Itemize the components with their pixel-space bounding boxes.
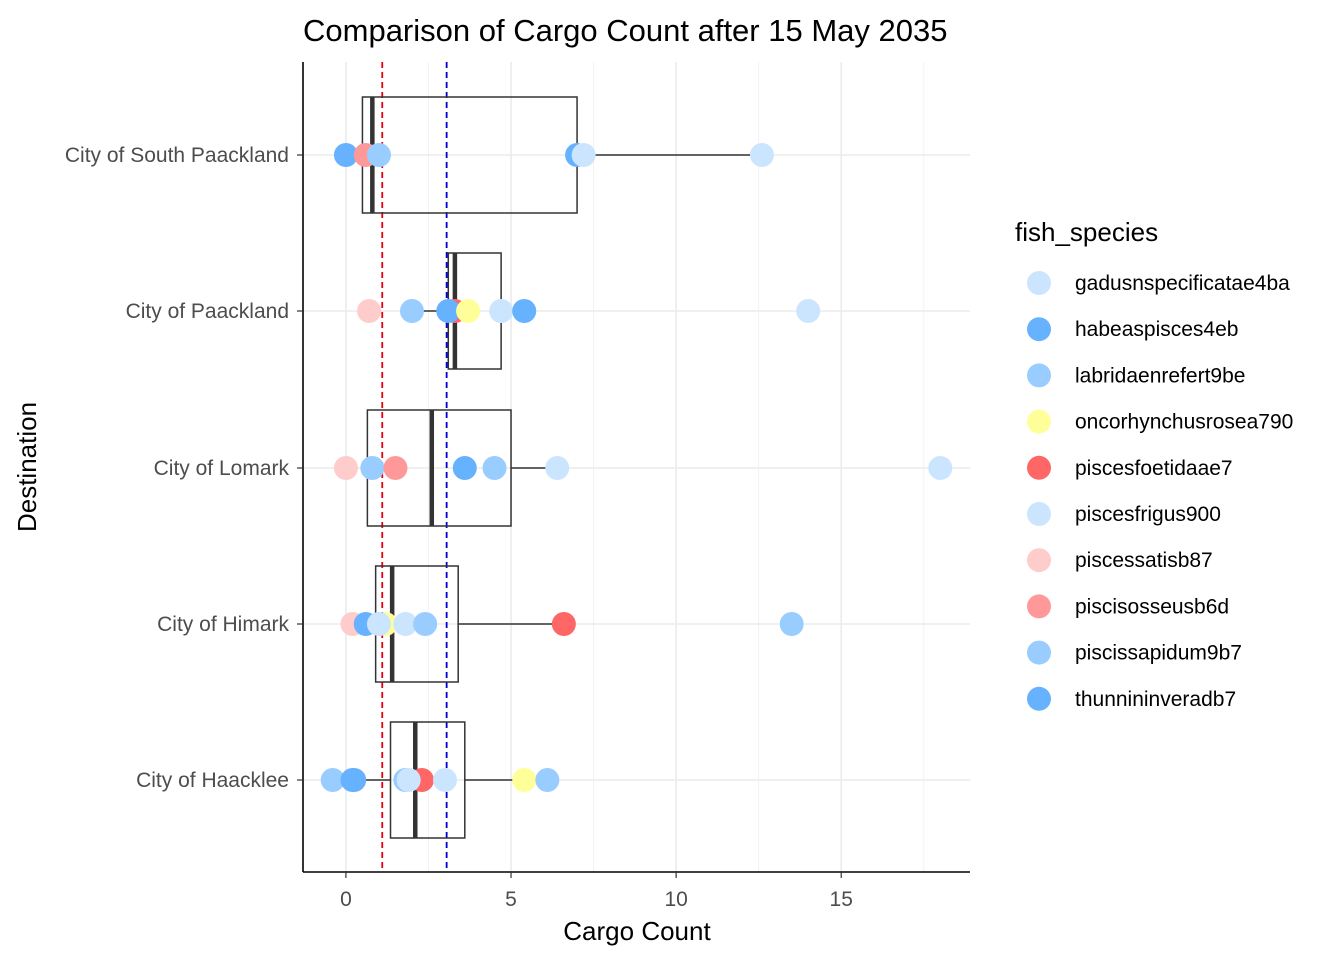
data-point bbox=[333, 456, 358, 480]
data-point bbox=[535, 768, 560, 792]
data-point bbox=[320, 768, 345, 792]
y-tick-label: City of Haacklee bbox=[136, 769, 289, 792]
legend-swatch bbox=[1027, 271, 1051, 295]
legend-label: piscesfoetidaae7 bbox=[1075, 457, 1233, 480]
x-axis-title: Cargo Count bbox=[563, 916, 711, 946]
y-ticks: City of South Paackland City of Paackland… bbox=[65, 144, 303, 792]
x-tick-label: 15 bbox=[830, 888, 853, 911]
data-point bbox=[512, 768, 537, 792]
legend-label: piscisosseusb6d bbox=[1075, 595, 1229, 618]
y-tick-label: City of Paackland bbox=[126, 300, 289, 323]
data-point bbox=[432, 768, 457, 792]
legend-label: piscissapidum9b7 bbox=[1075, 642, 1242, 665]
legend-swatch bbox=[1027, 502, 1051, 526]
data-point bbox=[393, 612, 418, 636]
data-point bbox=[489, 299, 514, 323]
legend-label: thunnininveradb7 bbox=[1075, 688, 1236, 711]
data-point bbox=[545, 456, 570, 480]
box bbox=[389, 721, 466, 839]
legend-label: labridaenrefert9be bbox=[1075, 364, 1245, 387]
legend-swatch bbox=[1027, 317, 1051, 342]
legend-swatch bbox=[1027, 363, 1051, 388]
data-point bbox=[512, 299, 537, 323]
data-point bbox=[928, 456, 953, 480]
axes bbox=[302, 62, 970, 873]
x-tick-label: 5 bbox=[505, 888, 517, 911]
data-point bbox=[456, 299, 481, 323]
x-ticks: 0 5 10 15 bbox=[340, 872, 853, 911]
legend-label: habeaspisces4eb bbox=[1075, 318, 1238, 341]
data-point bbox=[396, 768, 421, 792]
points bbox=[320, 143, 953, 792]
data-point bbox=[366, 612, 391, 636]
data-point bbox=[383, 456, 408, 480]
legend: gadusnspecificatae4ba habeaspisces4eb labr… bbox=[1027, 271, 1293, 711]
data-point bbox=[357, 299, 382, 323]
chart-title: Comparison of Cargo Count after 15 May 2… bbox=[303, 13, 947, 48]
data-point bbox=[779, 612, 804, 636]
legend-label: piscesfrigus900 bbox=[1075, 503, 1221, 526]
legend-title: fish_species bbox=[1015, 217, 1158, 247]
legend-swatch bbox=[1027, 594, 1051, 619]
legend-label: piscessatisb87 bbox=[1075, 549, 1213, 572]
data-point bbox=[333, 143, 358, 167]
y-tick-label: City of Himark bbox=[157, 613, 289, 636]
data-point bbox=[482, 456, 507, 480]
data-point bbox=[436, 299, 461, 323]
legend-swatch bbox=[1027, 686, 1051, 711]
legend-swatch bbox=[1027, 409, 1051, 434]
data-point bbox=[413, 612, 438, 636]
legend-label: oncorhynchusrosea790 bbox=[1075, 411, 1293, 434]
y-tick-label: City of Lomark bbox=[154, 457, 290, 480]
data-point bbox=[796, 299, 821, 323]
data-point bbox=[452, 456, 477, 480]
plot-area bbox=[302, 62, 970, 873]
data-point bbox=[749, 143, 774, 167]
x-tick-label: 0 bbox=[340, 888, 352, 911]
data-point bbox=[571, 143, 596, 167]
legend-label: gadusnspecificatae4ba bbox=[1075, 272, 1290, 295]
data-point bbox=[399, 299, 424, 323]
y-tick-label: City of South Paackland bbox=[65, 144, 289, 167]
data-point bbox=[360, 456, 385, 480]
legend-swatch bbox=[1027, 455, 1051, 480]
data-point bbox=[342, 768, 367, 792]
legend-swatch bbox=[1027, 640, 1051, 665]
data-point bbox=[366, 143, 391, 167]
x-tick-label: 10 bbox=[664, 888, 687, 911]
legend-swatch bbox=[1027, 548, 1051, 573]
y-axis-title: Destination bbox=[12, 402, 42, 532]
data-point bbox=[551, 612, 576, 636]
